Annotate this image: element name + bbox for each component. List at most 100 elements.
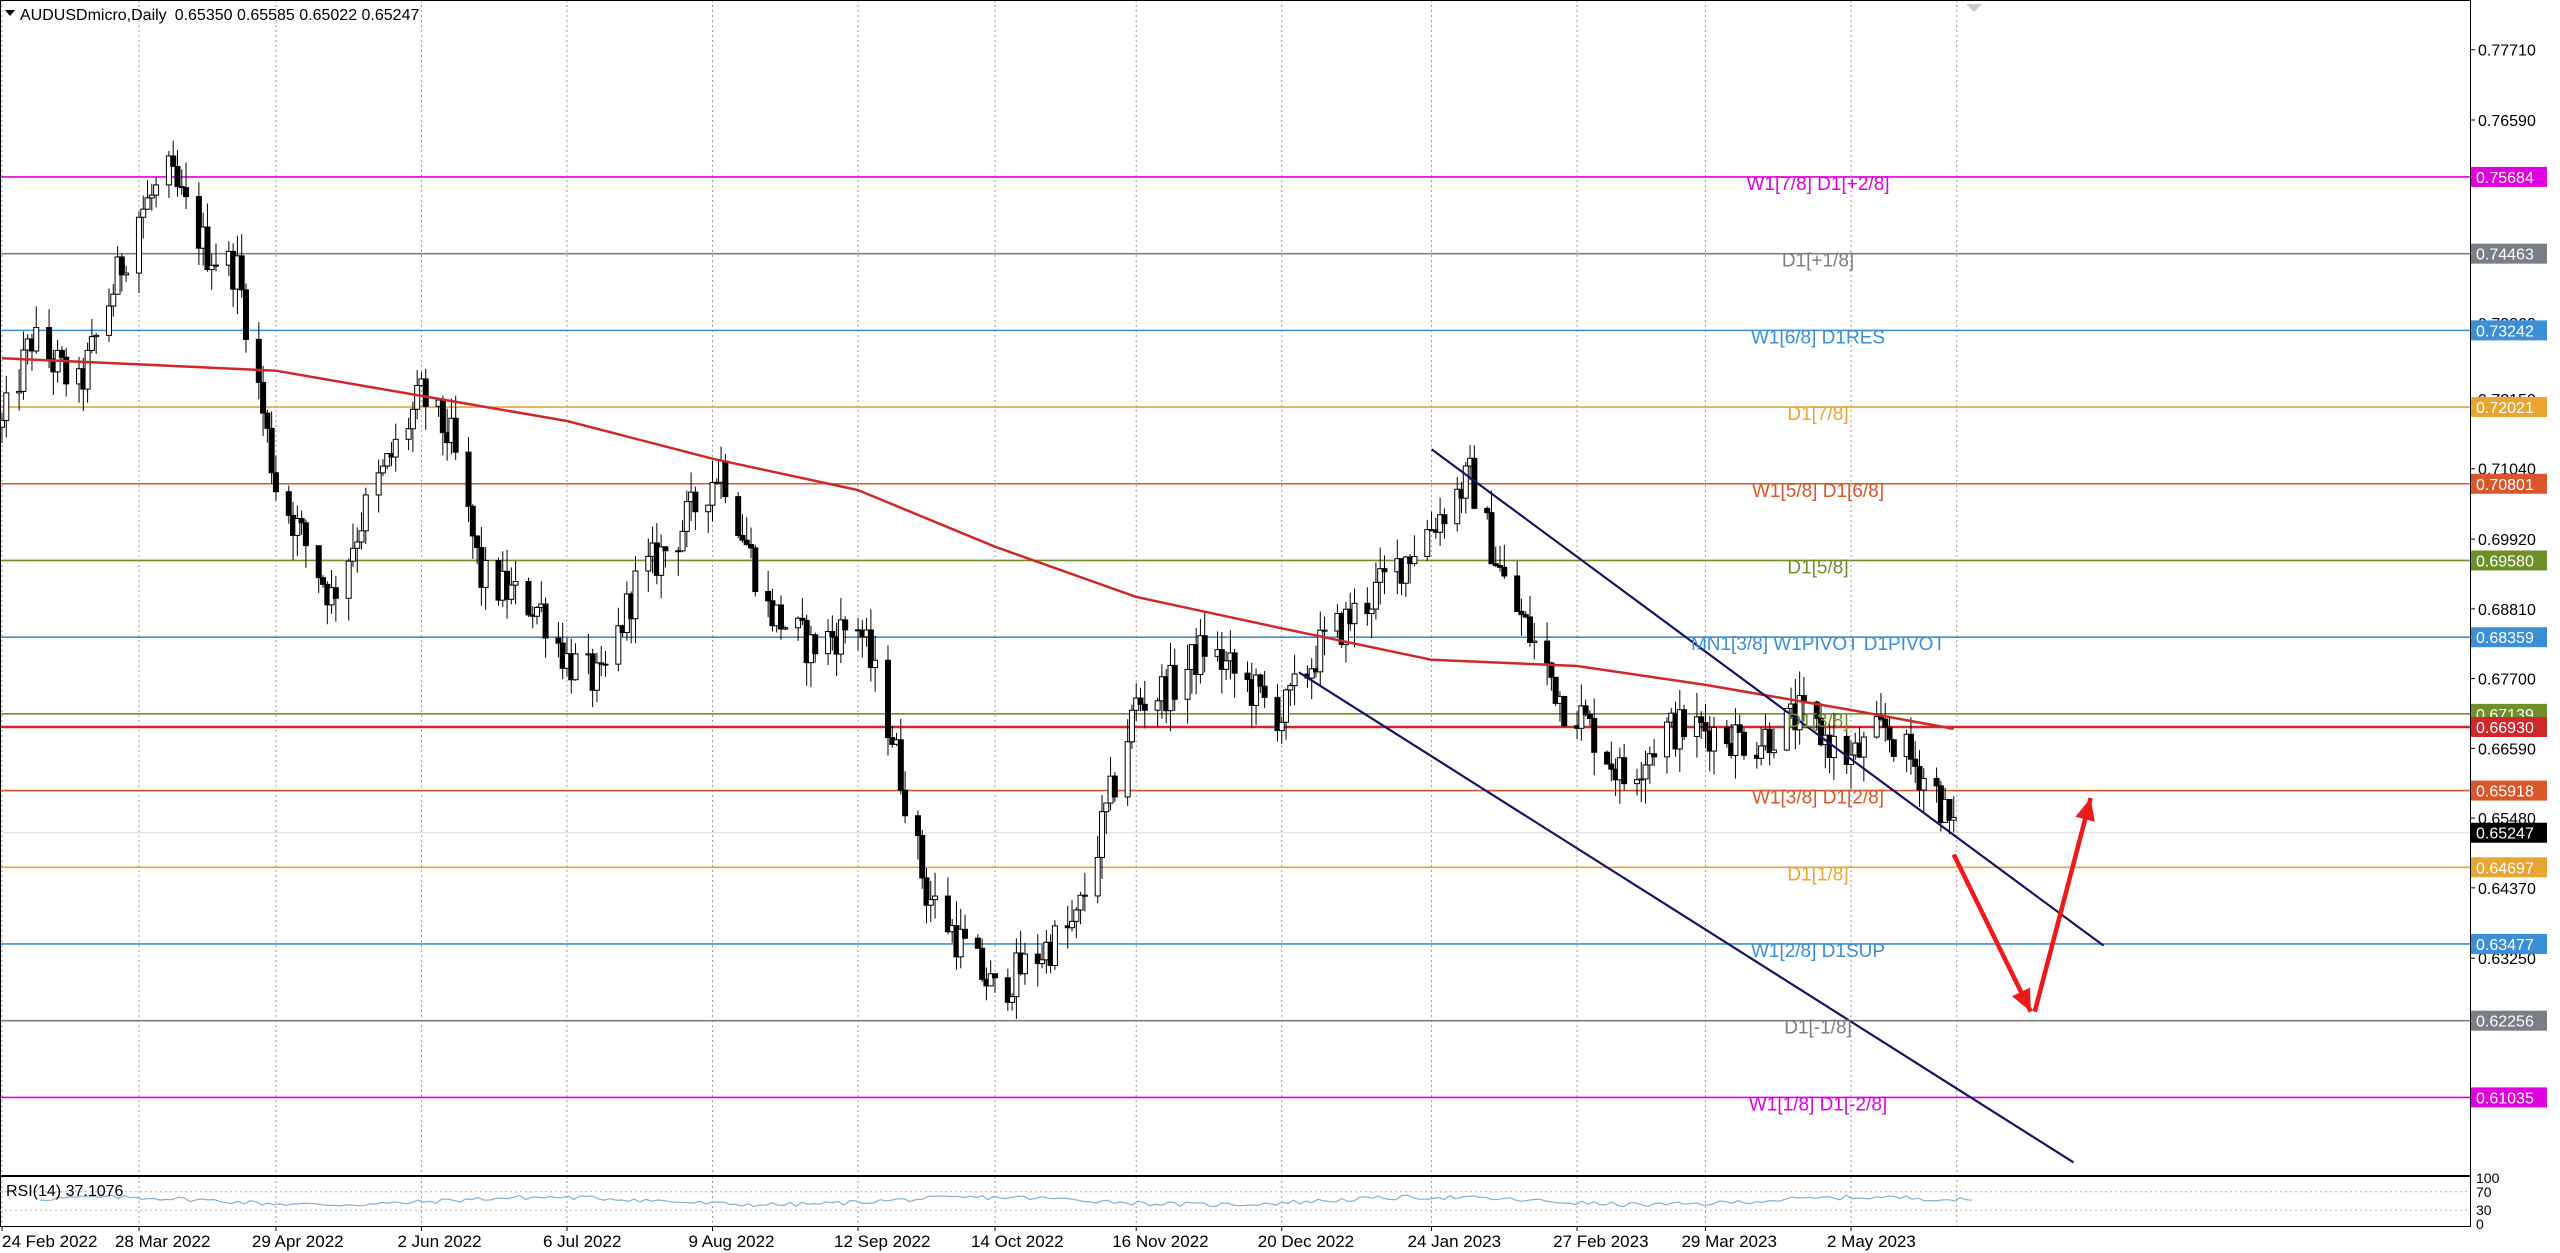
price-tag-bg: [2471, 243, 2547, 264]
candle-body: [452, 417, 459, 453]
candle-body: [1608, 763, 1615, 770]
candle-body: [534, 606, 541, 617]
candle-body: [1693, 716, 1700, 738]
shift-marker-icon[interactable]: [1966, 4, 1982, 12]
price-tag: 0.70801: [2476, 477, 2534, 494]
candle-body: [914, 815, 921, 836]
channel-upper-line: [1430, 448, 2105, 947]
candle-body: [1128, 709, 1135, 743]
candle-body: [1544, 640, 1551, 664]
level-label: MN1[3/8] W1PIVOT D1PIVOT: [1691, 634, 1946, 655]
candle-body: [465, 451, 472, 507]
candle-body: [384, 453, 391, 467]
candle-body: [812, 634, 819, 655]
candle-body: [242, 289, 249, 340]
candle-body: [63, 356, 70, 385]
candle-body: [974, 937, 981, 949]
candle-body: [1342, 608, 1349, 646]
time-tick-label: 20 Dec 2022: [1258, 1232, 1354, 1251]
candle-body: [825, 631, 832, 655]
candle-body: [662, 546, 669, 552]
candle-body: [752, 547, 759, 592]
candle-body: [140, 208, 147, 218]
price-tag-bg: [2471, 857, 2547, 878]
symbol-dropdown-icon[interactable]: [5, 10, 15, 16]
candle-body: [1009, 996, 1016, 1003]
price-tag-bg: [2471, 550, 2547, 571]
candle-body: [593, 662, 600, 691]
candle-body: [320, 577, 327, 585]
rsi-scale-label: 100: [2476, 1170, 2500, 1186]
candle-body: [799, 617, 806, 621]
price-tag: 0.73242: [2476, 323, 2534, 340]
candle-body: [632, 570, 639, 620]
candle-body: [1740, 731, 1747, 756]
candle-body: [1154, 700, 1161, 711]
candle-body: [944, 895, 951, 933]
candle-body: [1004, 977, 1011, 1003]
symbol-title: AUDUSDmicro,Daily 0.65350 0.65585 0.65022…: [20, 7, 419, 24]
candle-body: [837, 619, 844, 655]
candle-body: [1218, 649, 1225, 670]
price-tag: 0.66930: [2476, 720, 2534, 737]
candle-body: [165, 155, 172, 186]
level-label: D1[+1/8]: [1782, 251, 1854, 272]
level-label: W1[3/8] D1[2/8]: [1752, 788, 1884, 809]
candle-body: [1402, 556, 1409, 584]
candle-body: [1411, 556, 1418, 565]
candle-body: [1591, 718, 1598, 753]
candle-body: [1723, 726, 1730, 745]
candle-body: [722, 460, 729, 498]
candle-body: [482, 559, 489, 588]
down-arrow-head: [2012, 987, 2031, 1012]
price-tick-label: 0.69920: [2478, 532, 2536, 549]
candle-body: [362, 494, 369, 532]
candle-body: [1098, 811, 1105, 859]
candle-body: [705, 504, 712, 513]
candle-body: [264, 412, 271, 429]
candle-body: [144, 197, 151, 210]
time-tick-label: 27 Feb 2023: [1553, 1232, 1648, 1251]
candle-body: [842, 619, 849, 631]
level-label: D1[3/8]: [1787, 711, 1848, 732]
candle-body: [392, 438, 399, 458]
time-tick-label: 6 Jul 2022: [543, 1232, 621, 1251]
vertical-gridlines: [1, 0, 1958, 1226]
candle-body: [268, 427, 275, 474]
time-tick-label: 2 Jun 2022: [397, 1232, 481, 1251]
candle-body: [315, 545, 322, 579]
candle-body: [709, 482, 716, 506]
candle-body: [1860, 736, 1867, 758]
candle-body: [1522, 614, 1529, 618]
candle-body: [777, 604, 784, 630]
candle-body: [932, 895, 939, 901]
candle-body: [33, 327, 40, 352]
candle-body: [739, 534, 746, 541]
candle-body: [1561, 695, 1568, 727]
candle-body: [1933, 777, 1940, 787]
candle-body: [204, 226, 211, 271]
price-tick-label: 0.77710: [2478, 43, 2536, 60]
time-tick-label: 14 Oct 2022: [971, 1232, 1064, 1251]
candle-body: [1873, 716, 1880, 738]
candle-body: [1702, 722, 1709, 732]
price-tag-bg: [2471, 716, 2547, 737]
candle-body: [375, 472, 382, 496]
candle-body: [1531, 640, 1538, 643]
candle-body: [1039, 959, 1046, 965]
candle-body: [748, 544, 755, 549]
rsi-scale-label: 70: [2476, 1184, 2492, 1200]
candle-body: [1946, 798, 1953, 821]
candle-body: [572, 653, 579, 681]
down-arrow-shaft: [1951, 853, 2033, 1013]
price-tick-label: 0.68810: [2478, 602, 2536, 619]
candle-body: [1818, 717, 1825, 746]
candle-body: [1372, 581, 1379, 610]
candle-body: [902, 789, 909, 817]
time-tick-label: 9 Aug 2022: [688, 1232, 774, 1251]
rsi-line: [39, 1194, 1973, 1208]
candle-body: [927, 899, 934, 906]
candle-body: [213, 264, 220, 267]
candle-body: [238, 255, 245, 291]
